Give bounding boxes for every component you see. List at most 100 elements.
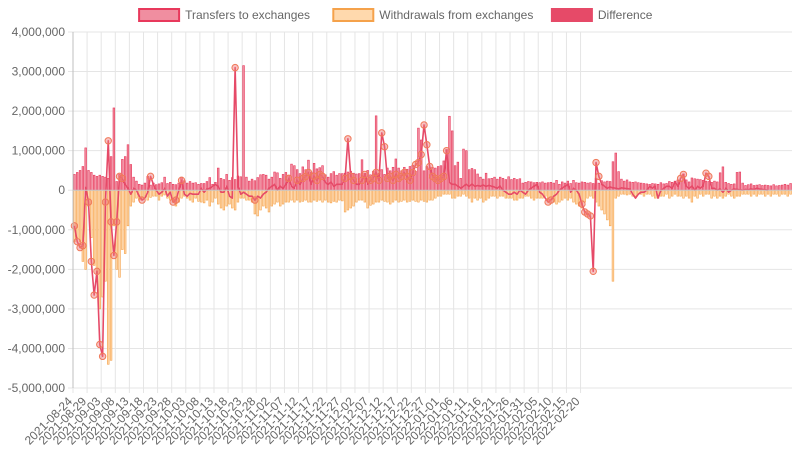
- withdrawal-bar[interactable]: [608, 189, 612, 227]
- transfer-bar[interactable]: [783, 183, 787, 191]
- withdrawal-bar[interactable]: [769, 189, 773, 197]
- withdrawal-bar[interactable]: [324, 189, 327, 201]
- difference-point[interactable]: [344, 135, 352, 143]
- withdrawal-bar[interactable]: [597, 189, 601, 207]
- withdrawal-bar[interactable]: [651, 189, 654, 197]
- transfer-bar[interactable]: [507, 176, 510, 191]
- withdrawal-bar[interactable]: [758, 189, 761, 195]
- transfer-bar[interactable]: [219, 178, 223, 191]
- difference-point[interactable]: [442, 146, 451, 155]
- withdrawal-bar[interactable]: [778, 189, 781, 197]
- withdrawal-bar[interactable]: [73, 189, 76, 242]
- withdrawal-bar[interactable]: [355, 189, 358, 203]
- transfer-bar[interactable]: [510, 179, 513, 191]
- withdrawal-bar[interactable]: [561, 189, 564, 201]
- transfer-bar[interactable]: [188, 181, 192, 191]
- withdrawal-bar[interactable]: [563, 189, 567, 199]
- difference-point[interactable]: [425, 162, 434, 171]
- transfer-bar[interactable]: [273, 171, 276, 191]
- withdrawal-bar[interactable]: [772, 189, 775, 195]
- withdrawal-bar[interactable]: [338, 189, 341, 201]
- withdrawal-bar[interactable]: [92, 189, 96, 266]
- withdrawal-bar[interactable]: [352, 189, 355, 207]
- difference-point[interactable]: [361, 170, 369, 179]
- withdrawal-bar[interactable]: [713, 189, 716, 197]
- transfer-bar[interactable]: [634, 181, 637, 191]
- withdrawal-bar[interactable]: [699, 189, 702, 195]
- transfer-bar[interactable]: [425, 166, 429, 191]
- difference-point[interactable]: [378, 129, 386, 137]
- difference-point[interactable]: [87, 257, 96, 266]
- withdrawal-bar[interactable]: [259, 189, 262, 211]
- difference-point[interactable]: [547, 196, 555, 204]
- difference-point[interactable]: [358, 176, 366, 185]
- legend-label-2[interactable]: Difference: [598, 8, 653, 22]
- transfer-bar[interactable]: [513, 178, 516, 191]
- transfer-bar[interactable]: [484, 172, 488, 191]
- withdrawal-bar[interactable]: [372, 189, 375, 205]
- withdrawal-bar[interactable]: [301, 189, 304, 202]
- difference-point[interactable]: [110, 251, 118, 260]
- withdrawal-bar[interactable]: [329, 189, 333, 204]
- withdrawal-bar[interactable]: [589, 189, 592, 197]
- withdrawal-bar[interactable]: [236, 189, 240, 203]
- withdrawal-bar[interactable]: [431, 189, 434, 201]
- withdrawal-bar[interactable]: [425, 189, 429, 203]
- withdrawal-bar[interactable]: [380, 189, 383, 201]
- difference-point[interactable]: [79, 241, 87, 250]
- difference-point[interactable]: [595, 172, 603, 181]
- withdrawal-bar[interactable]: [360, 189, 364, 201]
- withdrawal-bar[interactable]: [383, 189, 386, 202]
- transfer-bar[interactable]: [476, 173, 479, 191]
- withdrawal-bar[interactable]: [214, 189, 217, 199]
- withdrawal-bar[interactable]: [482, 189, 485, 203]
- withdrawal-bar[interactable]: [332, 189, 335, 202]
- transfer-bar[interactable]: [126, 144, 130, 191]
- withdrawal-bar[interactable]: [191, 189, 195, 203]
- withdrawal-bar[interactable]: [276, 189, 279, 203]
- withdrawal-bar[interactable]: [222, 189, 226, 211]
- withdrawal-bar[interactable]: [389, 189, 392, 205]
- withdrawal-bar[interactable]: [200, 189, 203, 203]
- withdrawal-bar[interactable]: [493, 189, 496, 197]
- difference-point[interactable]: [101, 198, 110, 206]
- transfer-bar[interactable]: [707, 181, 710, 191]
- transfer-bar[interactable]: [617, 171, 620, 191]
- transfer-bar[interactable]: [98, 174, 101, 191]
- withdrawal-bar[interactable]: [775, 189, 778, 195]
- withdrawal-bar[interactable]: [617, 189, 620, 197]
- transfer-bar[interactable]: [479, 176, 482, 191]
- transfer-bar[interactable]: [741, 182, 744, 191]
- withdrawal-bar[interactable]: [157, 189, 161, 201]
- transfer-bar[interactable]: [171, 183, 175, 191]
- transfer-bar[interactable]: [769, 185, 773, 191]
- transfer-bar[interactable]: [589, 182, 592, 191]
- withdrawal-bar[interactable]: [735, 189, 739, 197]
- difference-point[interactable]: [251, 196, 259, 204]
- difference-point[interactable]: [578, 200, 586, 208]
- withdrawal-bar[interactable]: [391, 189, 395, 203]
- withdrawal-bar[interactable]: [603, 189, 606, 215]
- withdrawal-bar[interactable]: [535, 189, 538, 199]
- withdrawal-bar[interactable]: [78, 189, 82, 242]
- withdrawal-bar[interactable]: [498, 189, 502, 197]
- withdrawal-bar[interactable]: [532, 189, 536, 201]
- withdrawal-bar[interactable]: [118, 189, 121, 278]
- withdrawal-bar[interactable]: [327, 189, 330, 203]
- withdrawal-bar[interactable]: [665, 189, 668, 195]
- withdrawal-bar[interactable]: [349, 189, 352, 209]
- difference-point[interactable]: [380, 143, 389, 151]
- withdrawal-bar[interactable]: [679, 189, 682, 197]
- withdrawal-bar[interactable]: [670, 189, 674, 197]
- difference-point[interactable]: [172, 196, 180, 204]
- withdrawal-bar[interactable]: [673, 189, 677, 195]
- transfer-bar[interactable]: [775, 185, 778, 191]
- withdrawal-bar[interactable]: [279, 189, 282, 207]
- legend-swatch-0[interactable]: [138, 8, 181, 22]
- transfer-bar[interactable]: [552, 182, 555, 191]
- withdrawal-bar[interactable]: [436, 189, 440, 197]
- transfer-bar[interactable]: [696, 178, 699, 191]
- transfer-bar[interactable]: [656, 183, 660, 191]
- transfer-bar[interactable]: [583, 182, 586, 191]
- withdrawal-bar[interactable]: [530, 189, 533, 199]
